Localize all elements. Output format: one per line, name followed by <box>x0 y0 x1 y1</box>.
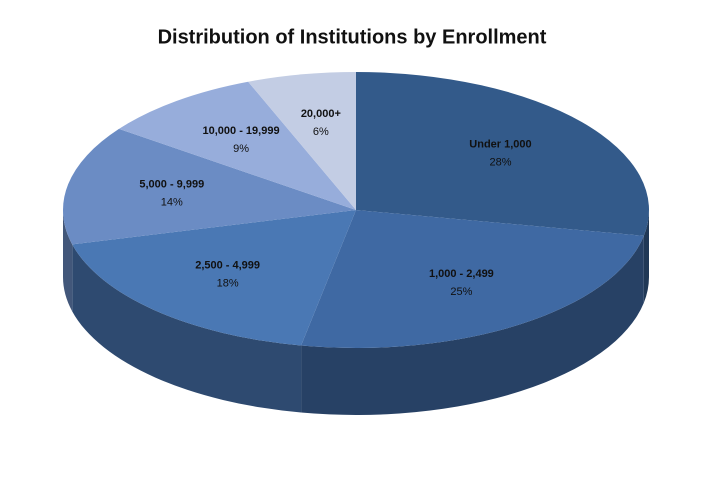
category-label: Under 1,000 <box>469 139 531 151</box>
slice <box>248 72 356 210</box>
slice <box>72 210 356 346</box>
value-label: 9% <box>233 143 249 155</box>
slice <box>301 210 644 348</box>
slice <box>356 72 649 236</box>
value-label: 6% <box>313 126 329 138</box>
category-label: 20,000+ <box>301 108 341 120</box>
category-label: 1,000 - 2,499 <box>429 268 494 280</box>
value-label: 18% <box>217 277 239 289</box>
category-label: 2,500 - 4,999 <box>195 259 260 271</box>
value-label: 28% <box>489 157 511 169</box>
slice-side <box>301 235 644 415</box>
value-label: 25% <box>450 286 472 298</box>
value-label: 14% <box>161 196 183 208</box>
slice-side <box>72 244 302 413</box>
slice-side <box>643 210 649 303</box>
slice-side <box>63 210 73 312</box>
category-label: 5,000 - 9,999 <box>139 178 204 190</box>
category-label: 10,000 - 19,999 <box>203 125 280 137</box>
slice <box>63 128 357 245</box>
slice <box>118 81 356 210</box>
chart-title: Distribution of Institutions by Enrollme… <box>158 26 547 48</box>
